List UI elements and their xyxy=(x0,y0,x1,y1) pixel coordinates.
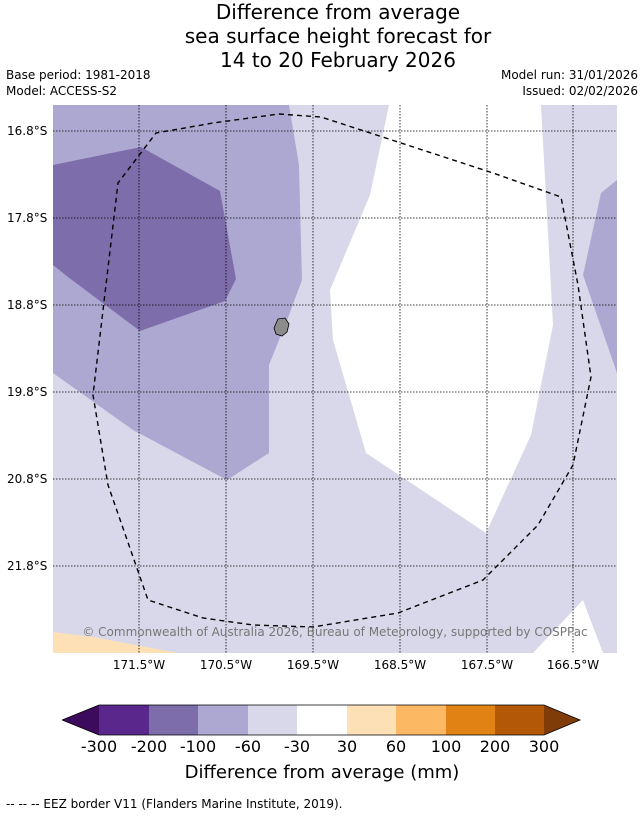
issued-date: Issued: 02/02/2026 xyxy=(522,84,638,98)
colorbar xyxy=(62,704,582,736)
colorbar-tick-2: -200 xyxy=(130,737,168,756)
colorbar-tick-9: 200 xyxy=(479,737,511,756)
colorbar-tick-5: -30 xyxy=(283,737,311,756)
copyright-notice: © Commonwealth of Australia 2026, Bureau… xyxy=(82,625,588,639)
meta-left: Base period: 1981-2018 Model: ACCESS-S2 xyxy=(6,67,151,99)
contour-band-p30-p60 xyxy=(53,632,178,653)
niue-island xyxy=(273,317,290,337)
lat-label-2: 17.8°S xyxy=(7,211,48,225)
colorbar-tick-4: -60 xyxy=(234,737,262,756)
contour-band-n100-n60-east xyxy=(583,180,617,373)
colorbar-tick-3: -100 xyxy=(179,737,217,756)
colorbar-swatch-p200-p300 xyxy=(495,705,544,735)
lon-label-1: 171.5°W xyxy=(112,658,166,672)
colorbar-arrow-high xyxy=(544,705,580,735)
colorbar-tick-7: 60 xyxy=(385,737,407,756)
title-line-1: Difference from average xyxy=(215,0,461,24)
title-line-3: 14 to 20 February 2026 xyxy=(220,48,456,72)
colorbar-tick-1: -300 xyxy=(80,737,118,756)
colorbar-tick-10: 300 xyxy=(528,737,560,756)
graticule xyxy=(53,105,617,653)
base-period: Base period: 1981-2018 xyxy=(6,68,151,82)
colorbar-tick-8: 100 xyxy=(430,737,462,756)
contour-band-n200-n100 xyxy=(53,147,236,331)
eez-footnote: -- -- -- EEZ border V11 (Flanders Marine… xyxy=(6,797,343,811)
lat-label-1: 16.8°S xyxy=(7,124,48,138)
colorbar-label: Difference from average (mm) xyxy=(184,762,460,783)
colorbar-swatch-n300-n200 xyxy=(99,705,149,735)
lat-label-3: 18.8°S xyxy=(7,298,48,312)
model-name: Model: ACCESS-S2 xyxy=(6,84,118,98)
lon-label-4: 168.5°W xyxy=(373,658,427,672)
model-run: Model run: 31/01/2026 xyxy=(500,68,638,82)
colorbar-swatch-n30-p30 xyxy=(297,705,347,735)
lat-label-6: 21.8°S xyxy=(7,559,48,573)
lat-label-4: 19.8°S xyxy=(7,385,48,399)
colorbar-arrow-low xyxy=(62,705,99,735)
title-line-2: sea surface height forecast for xyxy=(184,24,492,48)
colorbar-swatch-p30-p60 xyxy=(347,705,396,735)
colorbar-swatch-n100-n60 xyxy=(198,705,248,735)
eez-border xyxy=(92,113,592,628)
meta-right: Model run: 31/01/2026 Issued: 02/02/2026 xyxy=(501,67,638,99)
lon-label-5: 167.5°W xyxy=(460,658,514,672)
colorbar-swatch-n60-n30 xyxy=(248,705,297,735)
chart-title: Difference from average sea surface heig… xyxy=(0,0,644,72)
colorbar-swatch-p100-p200 xyxy=(446,705,495,735)
colorbar-outline xyxy=(62,704,582,736)
colorbar-swatch-p60-p100 xyxy=(396,705,446,735)
colorbar-tick-6: 30 xyxy=(336,737,358,756)
lon-label-2: 170.5°W xyxy=(199,658,253,672)
lon-label-6: 166.5°W xyxy=(546,658,600,672)
lon-label-3: 169.5°W xyxy=(286,658,340,672)
lat-label-5: 20.8°S xyxy=(7,472,48,486)
forecast-map: © Commonwealth of Australia 2026, Bureau… xyxy=(53,105,617,653)
colorbar-swatch-n200-n100 xyxy=(149,705,198,735)
map-canvas xyxy=(53,105,617,653)
